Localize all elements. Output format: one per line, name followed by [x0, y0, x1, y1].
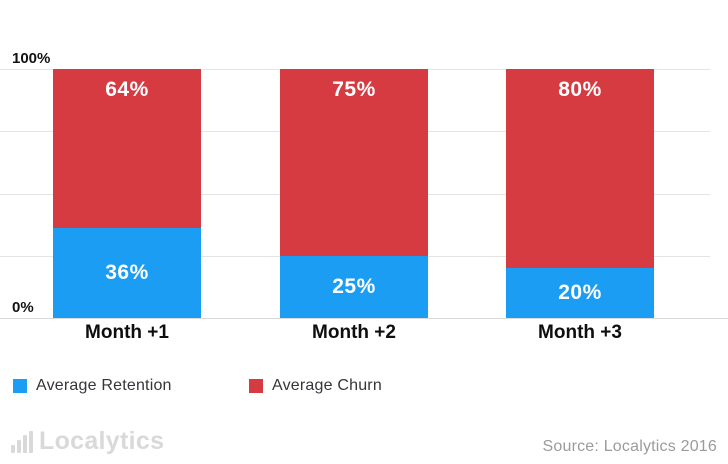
- localytics-logo: Localytics: [10, 427, 164, 456]
- bar-month-+1: 64% 36%: [53, 69, 201, 318]
- source-attribution: Source: Localytics 2016: [542, 438, 717, 455]
- bar-chart-icon: [11, 430, 33, 453]
- y-axis-label-100%: 100%: [12, 50, 54, 68]
- value-label-average-retention: 36%: [105, 261, 149, 284]
- value-label-average-retention: 25%: [332, 275, 376, 298]
- value-label-average-churn: 75%: [332, 78, 376, 101]
- logo-text: Localytics: [39, 427, 165, 455]
- bar-month-+2: 75% 25%: [280, 69, 428, 318]
- segment-month-+1-average-churn: 64%: [53, 69, 201, 228]
- x-axis-label-month-+3: Month +3: [538, 322, 622, 343]
- segment-month-+3-average-retention: 20%: [506, 268, 654, 318]
- legend-swatch-average-churn: [249, 379, 263, 393]
- segment-month-+1-average-retention: 36%: [53, 228, 201, 318]
- segment-month-+2-average-churn: 75%: [280, 69, 428, 256]
- x-axis-label-month-+1: Month +1: [85, 322, 169, 343]
- legend-item-average-churn: Average Churn: [249, 372, 382, 400]
- legend-label-average-churn: Average Churn: [272, 377, 382, 394]
- value-label-average-churn: 80%: [558, 78, 602, 101]
- value-label-average-retention: 20%: [558, 281, 602, 304]
- segment-month-+3-average-churn: 80%: [506, 69, 654, 268]
- x-axis-label-month-+2: Month +2: [312, 322, 396, 343]
- legend-item-average-retention: Average Retention: [13, 372, 172, 400]
- legend-swatch-average-retention: [13, 379, 27, 393]
- legend-label-average-retention: Average Retention: [36, 377, 172, 394]
- y-axis-label-0%: 0%: [12, 299, 37, 317]
- segment-month-+2-average-retention: 25%: [280, 256, 428, 318]
- bar-month-+3: 80% 20%: [506, 69, 654, 318]
- gridline-0: [0, 318, 728, 319]
- value-label-average-churn: 64%: [105, 78, 149, 101]
